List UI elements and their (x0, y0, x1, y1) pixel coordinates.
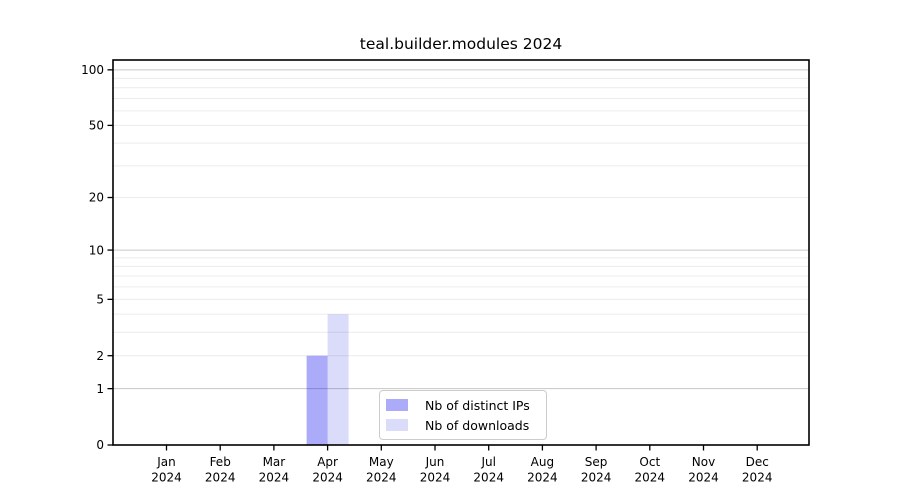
x-tick-label-year: 2024 (366, 471, 397, 485)
chart-title: teal.builder.modules 2024 (359, 35, 563, 53)
bar-apr-series0 (306, 355, 328, 445)
y-tick-label: 1 (96, 382, 104, 396)
x-tick-label-year: 2024 (312, 471, 343, 485)
x-tick-label-month: May (369, 455, 394, 469)
plot-border (112, 59, 810, 446)
x-tick-label-month: Jul (480, 455, 495, 469)
y-tick-label: 10 (89, 243, 104, 257)
x-tick-label-month: Aug (531, 455, 554, 469)
x-tick-label-year: 2024 (742, 471, 773, 485)
x-tick-label-month: Nov (692, 455, 715, 469)
x-tick-label-month: Jan (156, 455, 176, 469)
y-tick-label: 0 (96, 438, 104, 452)
gridlines-minor (113, 77, 809, 357)
x-tick-label-year: 2024 (581, 471, 612, 485)
legend-item: Nb of downloads (386, 417, 538, 433)
x-tick-label-year: 2024 (688, 471, 719, 485)
gridlines-major (113, 69, 809, 390)
y-tick-label: 50 (89, 119, 104, 133)
x-tick-label-month: Jun (425, 455, 445, 469)
x-tick-label-year: 2024 (205, 471, 236, 485)
y-tick-label: 20 (89, 191, 104, 205)
x-tick-label-year: 2024 (259, 471, 290, 485)
x-axis-ticks: Jan 2024 Feb 2024 Mar 2024 Apr 2024 May 2024 Jun 20… (151, 445, 772, 485)
y-axis-ticks: 0 1 2 5 10 20 50 100 (81, 63, 113, 452)
legend-swatch-icon (386, 419, 408, 431)
x-tick-label-year: 2024 (527, 471, 558, 485)
x-tick-label-month: Oct (639, 455, 660, 469)
y-tick-label: 5 (96, 293, 104, 307)
x-tick-label-month: Feb (210, 455, 231, 469)
x-tick-label-month: Mar (263, 455, 286, 469)
x-tick-label-year: 2024 (151, 471, 182, 485)
x-tick-label-month: Dec (746, 455, 769, 469)
chart-legend: Nb of distinct IPs Nb of downloads (379, 390, 547, 440)
x-tick-label-month: Apr (317, 455, 338, 469)
x-tick-label-year: 2024 (473, 471, 504, 485)
legend-swatch-icon (386, 399, 408, 411)
legend-label: Nb of downloads (425, 417, 530, 433)
x-tick-label-month: Sep (585, 455, 608, 469)
y-tick-label: 100 (81, 63, 104, 77)
x-tick-label-year: 2024 (420, 471, 451, 485)
y-tick-label: 2 (96, 349, 104, 363)
legend-label: Nb of distinct IPs (425, 397, 530, 413)
bars (306, 314, 349, 445)
x-tick-label-year: 2024 (635, 471, 666, 485)
bar-apr-series1 (327, 314, 349, 445)
legend-item: Nb of distinct IPs (386, 397, 538, 413)
